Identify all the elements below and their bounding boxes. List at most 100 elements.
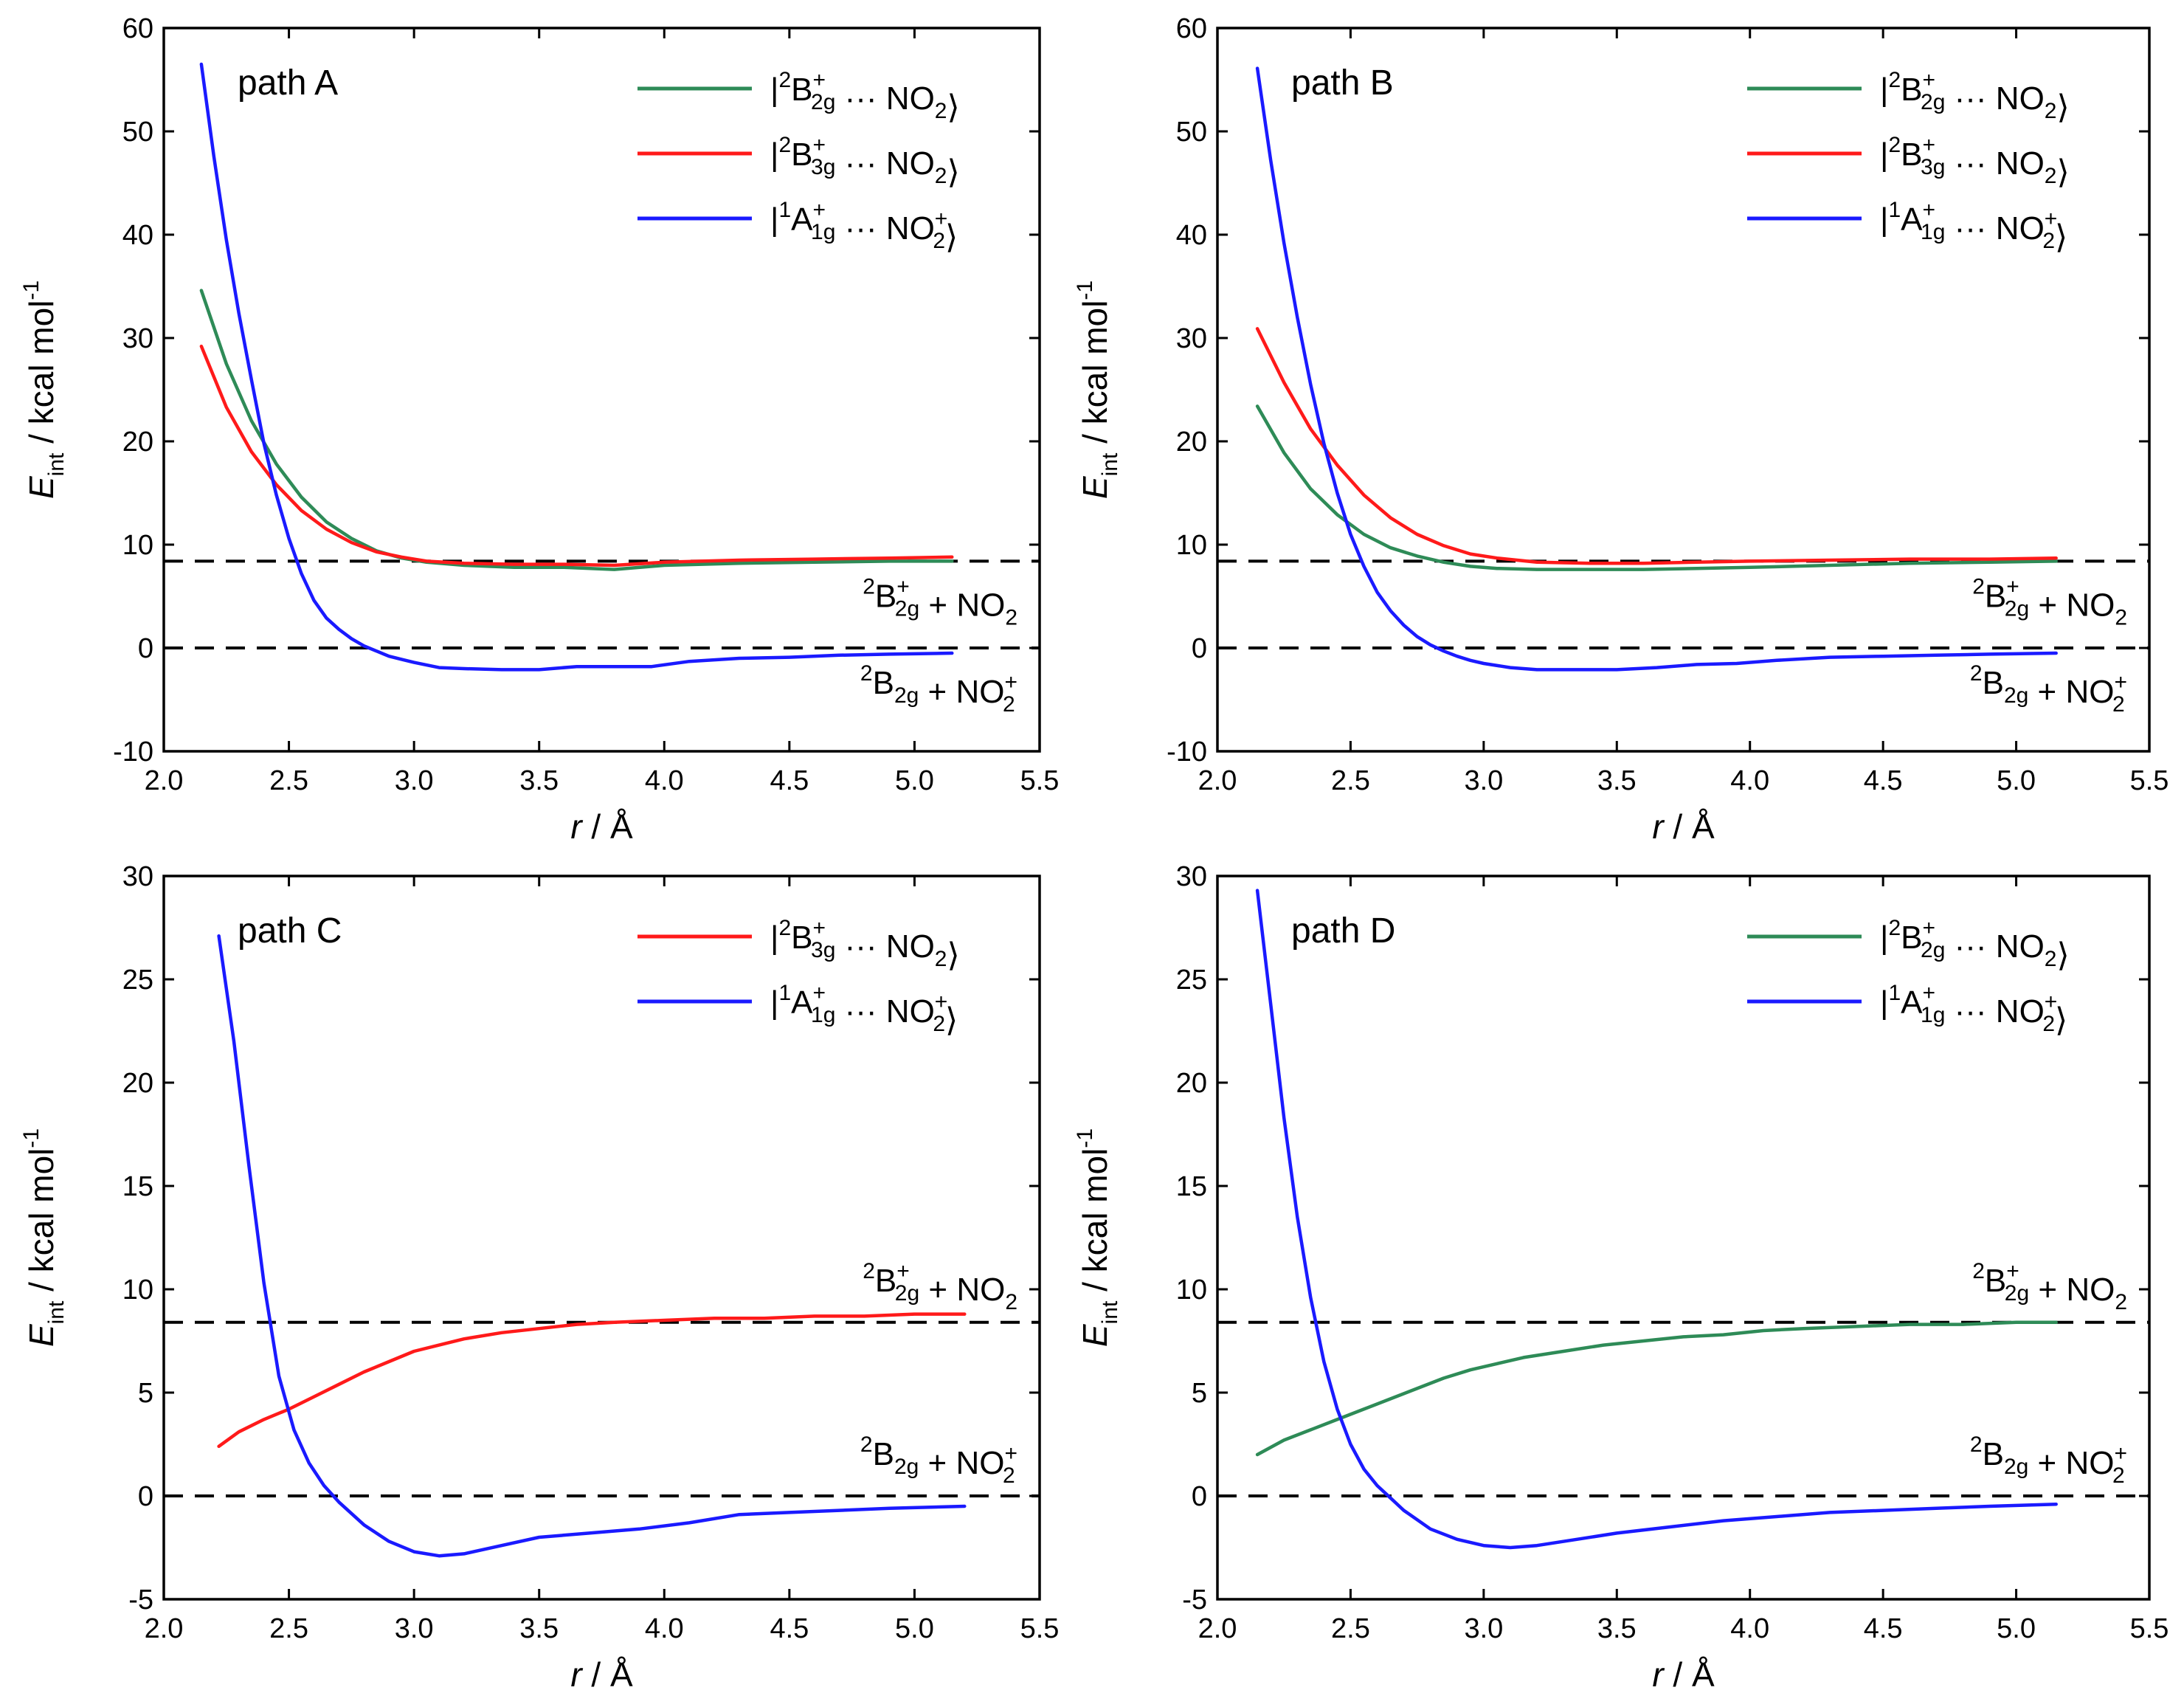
state-charge: + <box>812 68 826 92</box>
y-axis-unit: / kcal mol <box>1076 300 1114 453</box>
state-symmetry: 2g <box>2004 1455 2028 1479</box>
partner-charge: + <box>1004 670 1017 694</box>
y-axis-subscript: int <box>44 1300 69 1324</box>
y-axis-subscript: int <box>44 452 69 476</box>
legend-label: |2B+ 2g ··· NO2⟩ <box>1880 68 2070 125</box>
ket-open: | <box>1880 920 1888 956</box>
x-tick-label: 4.5 <box>770 765 809 796</box>
partner-count: 2 <box>2115 1290 2127 1314</box>
x-tick-label: 3.5 <box>519 1613 559 1644</box>
legend-label: |2B+ 2g ··· NO2⟩ <box>1880 916 2070 973</box>
y-tick-label: 50 <box>1176 117 1207 148</box>
series-line <box>1255 1320 2058 1457</box>
legend-label: |2B+ 3g ··· NO2⟩ <box>770 916 960 973</box>
y-axis-variable: E <box>1076 1323 1114 1347</box>
partner-charge: + <box>935 207 948 231</box>
y-axis-superscript: -1 <box>19 1128 44 1148</box>
state-charge: + <box>1922 133 1935 157</box>
x-tick-label: 2.5 <box>1331 1613 1370 1644</box>
partner-count: 2 <box>933 229 945 253</box>
y-tick-label: -10 <box>1167 737 1207 768</box>
series-line <box>217 934 967 1558</box>
partner-charge: + <box>2045 207 2058 231</box>
x-axis-title: r / Å <box>1652 1655 1715 1694</box>
partner-count: 2 <box>935 947 947 971</box>
legend-label: |1A+ 1g ··· NO+ 2⟩ <box>1880 198 2067 255</box>
x-tick-label: 5.5 <box>2130 765 2169 796</box>
partner-count: 2 <box>1005 1290 1017 1314</box>
x-axis-variable: r <box>1652 1655 1665 1694</box>
x-tick-label: 3.0 <box>1464 765 1503 796</box>
y-axis-superscript: -1 <box>19 280 44 300</box>
y-tick-label: 0 <box>138 1481 153 1512</box>
ket-close: ⟩ <box>2055 219 2067 255</box>
legend-label: |2B+ 3g ··· NO2⟩ <box>1880 133 2070 190</box>
partner-symbol: NO <box>956 1272 1005 1308</box>
y-axis-title: Eint / kcal mol-1 <box>1073 280 1122 499</box>
series-line <box>1255 889 2058 1550</box>
x-tick-label: 2.5 <box>269 1613 308 1644</box>
y-tick-label: 5 <box>138 1378 153 1409</box>
x-tick-label: 2.5 <box>1331 765 1370 796</box>
partner-count: 2 <box>1003 692 1015 717</box>
dots: ··· <box>835 993 885 1030</box>
reference-label: 2B2g + NO+ 2 <box>860 1432 1017 1488</box>
dots: ··· <box>1945 928 1995 965</box>
state-symmetry: 1g <box>1921 1003 1945 1027</box>
plot-frame <box>162 875 1041 1601</box>
state-symbol: B <box>1983 665 2004 701</box>
x-tick-label: 5.0 <box>895 765 934 796</box>
y-tick-label: 40 <box>122 220 153 251</box>
series-line <box>1255 66 2058 672</box>
state-multiplicity: 2 <box>778 133 791 157</box>
dots: ··· <box>835 210 885 246</box>
x-tick-label: 2.0 <box>1198 765 1237 796</box>
x-tick-label: 5.0 <box>1997 1613 2036 1644</box>
y-tick-label: -5 <box>1182 1584 1207 1615</box>
state-symbol: B <box>791 137 812 173</box>
state-multiplicity: 2 <box>1970 661 1983 686</box>
partner-count: 2 <box>2042 1012 2055 1036</box>
y-tick-label: 0 <box>1192 1481 1207 1512</box>
partner-count: 2 <box>2042 229 2055 253</box>
series-line <box>199 344 954 568</box>
state-symbol: B <box>873 665 894 701</box>
x-axis-variable: r <box>570 807 583 846</box>
y-axis-unit: / kcal mol <box>1076 1148 1114 1301</box>
plus-sign: + <box>2029 587 2066 623</box>
y-tick-label: 10 <box>122 530 153 561</box>
panel-path-b: 2.0 2.5 3.0 3.5 4.0 4.5 5.0 5.5 -10 0 10 20 30 40 50 60… <box>1073 13 2169 846</box>
y-axis-superscript: -1 <box>1073 280 1097 300</box>
x-tick-label: 5.0 <box>895 1613 934 1644</box>
x-tick-label: 2.5 <box>269 765 308 796</box>
partner-symbol: NO <box>1996 210 2045 246</box>
y-axis-subscript: int <box>1098 452 1122 476</box>
x-tick-label: 4.0 <box>1730 765 1769 796</box>
ket-close: ⟩ <box>947 89 959 125</box>
x-axis-variable: r <box>1652 807 1665 846</box>
partner-charge: + <box>935 990 948 1014</box>
state-multiplicity: 2 <box>778 916 791 940</box>
legend-label: |1A+ 1g ··· NO+ 2⟩ <box>770 981 958 1038</box>
y-tick-label: 20 <box>122 1068 153 1099</box>
legend-label: |2B+ 2g ··· NO2⟩ <box>770 68 960 125</box>
state-symmetry: 3g <box>1921 155 1945 179</box>
y-axis-title: Eint / kcal mol-1 <box>19 280 69 499</box>
x-tick-label: 3.5 <box>1597 1613 1637 1644</box>
y-axis-title: Eint / kcal mol-1 <box>19 1128 69 1347</box>
partner-symbol: NO <box>2065 674 2114 710</box>
y-tick-label: 30 <box>122 861 153 892</box>
y-axis-subscript: int <box>1098 1300 1122 1324</box>
panel-title: path C <box>238 911 342 951</box>
dots: ··· <box>835 80 885 117</box>
partner-symbol: NO <box>886 928 935 965</box>
y-tick-label: 5 <box>1192 1378 1207 1409</box>
state-multiplicity: 2 <box>860 1432 873 1457</box>
ket-close: ⟩ <box>2056 89 2069 125</box>
partner-symbol: NO <box>2065 1445 2114 1481</box>
partner-count: 2 <box>2115 605 2127 630</box>
partner-count: 2 <box>933 1012 945 1036</box>
ket-open: | <box>1880 137 1888 173</box>
x-axis-unit: / Å <box>1664 1655 1715 1694</box>
